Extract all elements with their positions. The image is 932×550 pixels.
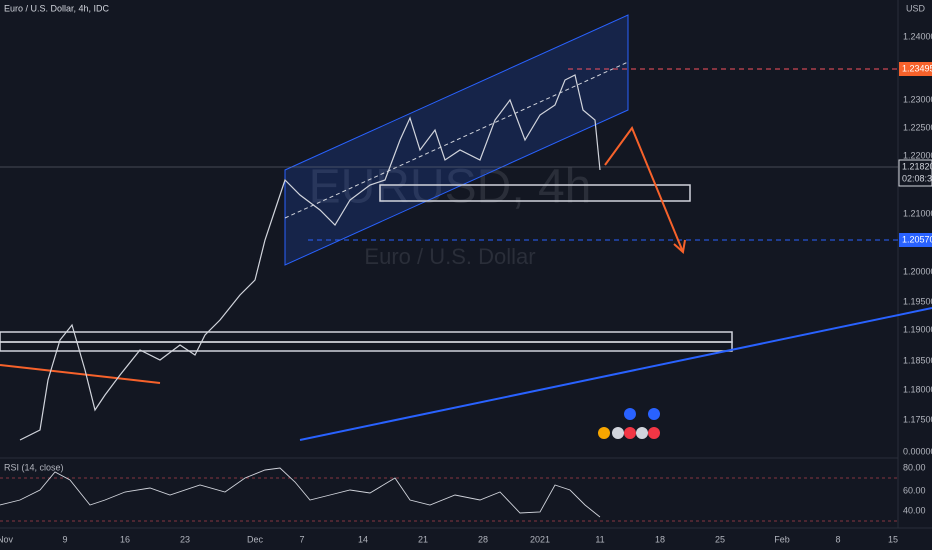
- time-label: 21: [418, 534, 428, 544]
- current-badge: [898, 159, 932, 187]
- rsi-title: RSI (14, close): [4, 462, 64, 472]
- rsi-label: 60.00: [903, 485, 926, 495]
- price-label: 0.00000: [903, 446, 932, 456]
- trend-line-blue: [299, 307, 932, 441]
- price-label: 1.21000: [903, 208, 932, 218]
- time-label: 7: [299, 534, 304, 544]
- price-label: 1.19000: [903, 324, 932, 334]
- time-label: 9: [62, 534, 67, 544]
- time-label: Dec: [247, 534, 264, 544]
- rsi-line: [0, 467, 601, 518]
- price-label: 1.18000: [903, 384, 932, 394]
- demand-zone-bottom: [0, 341, 733, 352]
- currency[interactable]: USD: [906, 3, 926, 13]
- trend-line-orange: [0, 364, 161, 384]
- rsi-label: 40.00: [903, 505, 926, 515]
- price-label: 1.22000: [903, 150, 932, 160]
- channel: [284, 14, 629, 266]
- rsi-label: 80.00: [903, 462, 926, 472]
- time-label: 18: [655, 534, 665, 544]
- current-price: 1.21820: [902, 161, 932, 171]
- price-label: 1.19500: [903, 296, 932, 306]
- time-label: 8: [835, 534, 840, 544]
- arrow-head: [673, 239, 686, 254]
- support-zone: [379, 184, 691, 202]
- watermark-symbol: EURUSD, 4h: [309, 161, 592, 214]
- target-label: 1.20570: [902, 234, 932, 244]
- countdown: 02:08:34: [902, 173, 932, 183]
- resistance-label: 1.23495: [902, 63, 932, 73]
- price-label: 1.22500: [903, 122, 932, 132]
- time-axis: Nov 9 16 23 Dec 7 14 21 28 2021 11 18 25…: [0, 534, 898, 544]
- event-icons: [598, 408, 660, 439]
- resistance-badge: [899, 62, 932, 76]
- time-label: 25: [715, 534, 725, 544]
- projection-arrow: [604, 125, 684, 253]
- target-badge: [899, 233, 932, 247]
- symbol-title: Euro / U.S. Dollar, 4h, IDC: [4, 3, 110, 13]
- time-label: 2021: [530, 534, 550, 544]
- price-label: 1.18500: [903, 355, 932, 365]
- watermark-description: Euro / U.S. Dollar: [364, 244, 535, 269]
- price-label: 1.24000: [903, 31, 932, 41]
- time-label: 14: [358, 534, 368, 544]
- price-label: 1.23000: [903, 94, 932, 104]
- price-path: [19, 74, 601, 441]
- price-label: 1.20000: [903, 266, 932, 276]
- time-label: 15: [888, 534, 898, 544]
- time-label: Feb: [774, 534, 790, 544]
- price-axis: 1.24000 1.23000 1.22500 1.22000 1.21000 …: [898, 31, 932, 456]
- rsi-pane: RSI (14, close) 80.00 60.00 40.00: [0, 462, 926, 522]
- time-label: 23: [180, 534, 190, 544]
- time-label: 16: [120, 534, 130, 544]
- time-label: Nov: [0, 534, 13, 544]
- time-label: 11: [595, 534, 604, 544]
- time-label: 28: [478, 534, 488, 544]
